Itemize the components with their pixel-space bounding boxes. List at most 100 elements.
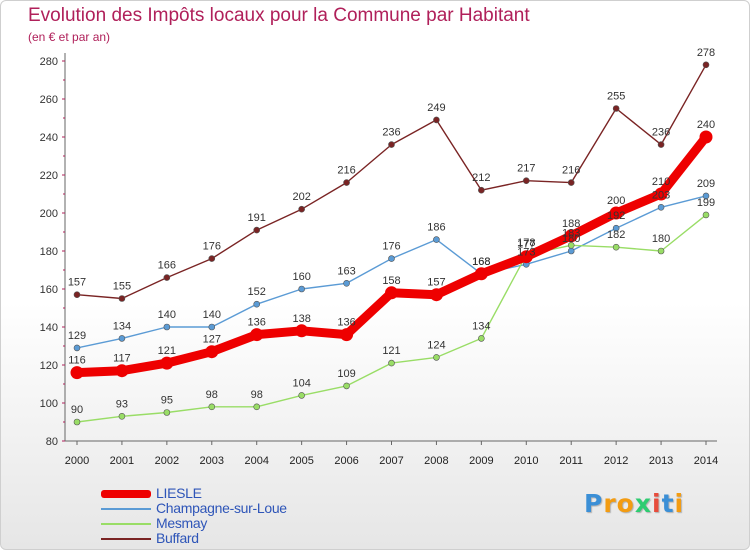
series-line xyxy=(72,132,711,378)
x-tick-label: 2003 xyxy=(200,455,224,467)
data-label: 136 xyxy=(248,317,266,329)
data-point xyxy=(478,186,485,194)
data-label: 158 xyxy=(382,275,400,287)
data-point xyxy=(208,255,216,262)
data-point xyxy=(657,247,665,255)
data-point xyxy=(160,356,174,370)
logo-letter: i xyxy=(652,489,662,518)
data-label: 209 xyxy=(697,178,715,190)
data-label: 98 xyxy=(251,389,263,401)
x-tick-label: 2009 xyxy=(469,455,493,467)
series-mesmay xyxy=(73,211,710,426)
series-liesle xyxy=(70,130,713,380)
data-label: 216 xyxy=(562,165,580,177)
data-point xyxy=(657,204,665,211)
legend-label-mesmay: Mesmay xyxy=(156,515,208,531)
data-label: 134 xyxy=(113,320,131,332)
x-tick-label: 2007 xyxy=(379,455,403,467)
data-point xyxy=(73,344,81,352)
x-tick-label: 2013 xyxy=(649,455,673,467)
legend-label-liesle: LIESLE xyxy=(156,485,202,501)
data-point xyxy=(73,291,81,299)
legend-item-buffard[interactable]: Buffard xyxy=(101,530,401,547)
legend-swatch-buffard xyxy=(101,538,151,540)
y-tick-label: 200 xyxy=(40,208,58,220)
data-label: 136 xyxy=(337,317,355,329)
y-tick-label: 260 xyxy=(40,94,58,106)
data-point xyxy=(702,61,710,69)
data-point xyxy=(429,288,443,302)
data-label: 166 xyxy=(158,260,176,272)
data-label: 160 xyxy=(292,271,310,283)
chart-subtitle: (en € et par an) xyxy=(28,30,111,44)
data-label: 121 xyxy=(382,345,400,357)
data-label: 90 xyxy=(71,404,83,416)
data-point xyxy=(343,382,350,390)
y-tick-label: 240 xyxy=(40,132,58,144)
data-label: 163 xyxy=(337,265,355,277)
data-label: 117 xyxy=(113,353,131,365)
data-point xyxy=(612,243,620,251)
legend-item-mesmay[interactable]: Mesmay xyxy=(101,515,401,532)
data-label: 180 xyxy=(562,233,580,245)
data-label: 152 xyxy=(248,286,266,298)
data-label: 192 xyxy=(607,210,625,222)
data-point xyxy=(343,279,350,287)
data-label: 216 xyxy=(337,165,355,177)
data-point xyxy=(433,354,440,361)
data-label: 116 xyxy=(68,355,86,367)
legend-swatch-mesmay xyxy=(101,523,151,525)
y-tick-label: 140 xyxy=(40,322,58,334)
data-label: 157 xyxy=(68,277,86,289)
data-label: 240 xyxy=(697,119,715,131)
data-point xyxy=(699,130,713,144)
data-point xyxy=(250,328,264,342)
data-label: 138 xyxy=(292,313,310,325)
x-tick-label: 2010 xyxy=(514,455,538,467)
data-point xyxy=(253,403,261,411)
data-point xyxy=(298,285,305,293)
data-label: 168 xyxy=(472,256,490,268)
x-tick-label: 2006 xyxy=(334,455,358,467)
data-label: 178 xyxy=(517,237,535,249)
legend-swatch-liesle xyxy=(101,490,151,498)
legend-item-liesle[interactable]: LIESLE xyxy=(101,485,401,502)
data-label: 180 xyxy=(652,233,670,245)
data-point xyxy=(73,418,81,426)
x-tick-label: 2012 xyxy=(604,455,628,467)
series-buffard xyxy=(73,61,710,302)
data-label: 134 xyxy=(472,320,490,332)
data-label: 183 xyxy=(562,227,580,239)
y-tick-label: 80 xyxy=(46,436,58,448)
data-label: 278 xyxy=(697,47,715,59)
data-label: 176 xyxy=(382,241,400,253)
logo-letter: t xyxy=(661,489,675,518)
data-label: 182 xyxy=(607,229,625,241)
data-point xyxy=(340,328,354,342)
data-label: 104 xyxy=(292,377,310,389)
x-tick-label: 2001 xyxy=(110,455,134,467)
data-label: 95 xyxy=(161,395,173,407)
data-label: 203 xyxy=(652,189,670,201)
data-point xyxy=(253,226,261,234)
data-point xyxy=(115,364,129,378)
legend-item-champagne-sur-loue[interactable]: Champagne-sur-Loue xyxy=(101,500,401,517)
logo-letter: r xyxy=(603,489,617,518)
data-label: 188 xyxy=(562,218,580,230)
data-point xyxy=(522,177,530,184)
data-point xyxy=(388,359,395,367)
data-point xyxy=(118,412,126,420)
x-tick-label: 2002 xyxy=(155,455,179,467)
data-point xyxy=(163,274,171,281)
data-point xyxy=(298,392,305,399)
data-point xyxy=(702,211,710,219)
data-label: 140 xyxy=(158,309,176,321)
data-label: 127 xyxy=(203,334,221,346)
data-label: 173 xyxy=(517,246,535,258)
data-label: 202 xyxy=(292,191,310,203)
logo-letter: P xyxy=(584,489,604,518)
data-label: 168 xyxy=(472,256,490,268)
data-point xyxy=(657,141,665,148)
data-point xyxy=(208,403,216,411)
